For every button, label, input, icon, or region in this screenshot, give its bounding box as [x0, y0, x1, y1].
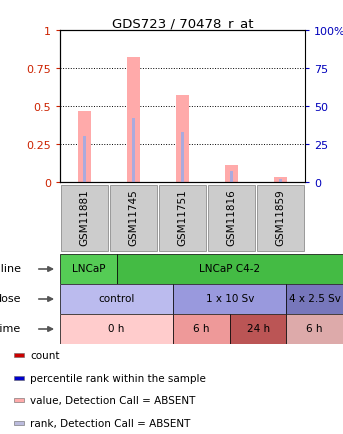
Text: GSM11859: GSM11859 — [275, 189, 285, 245]
Bar — [173, 314, 230, 344]
Title: GDS723 / 70478_r_at: GDS723 / 70478_r_at — [112, 17, 253, 30]
Text: rank, Detection Call = ABSENT: rank, Detection Call = ABSENT — [31, 418, 191, 428]
Bar — [279, 180, 282, 183]
Bar — [159, 185, 205, 252]
Text: GSM11745: GSM11745 — [129, 189, 139, 245]
Bar — [229, 172, 234, 183]
Bar — [209, 185, 255, 252]
Bar — [176, 96, 189, 183]
Text: dose: dose — [0, 293, 21, 303]
Bar — [286, 314, 343, 344]
Bar — [78, 111, 91, 183]
Text: LNCaP: LNCaP — [72, 264, 105, 274]
Bar — [117, 254, 343, 284]
Bar — [110, 185, 156, 252]
Bar — [131, 119, 135, 183]
Text: 6 h: 6 h — [193, 324, 210, 334]
Bar — [258, 185, 304, 252]
Text: 0 h: 0 h — [108, 324, 125, 334]
Bar — [180, 132, 185, 183]
Text: count: count — [31, 350, 60, 360]
Bar — [14, 421, 24, 425]
Bar — [14, 376, 24, 380]
Text: 24 h: 24 h — [247, 324, 270, 334]
Text: percentile rank within the sample: percentile rank within the sample — [31, 373, 206, 383]
Text: 1 x 10 Sv: 1 x 10 Sv — [205, 294, 254, 304]
Bar — [286, 284, 343, 314]
Text: GSM11881: GSM11881 — [80, 189, 90, 245]
Text: time: time — [0, 323, 21, 333]
Bar — [225, 166, 238, 183]
Text: GSM11751: GSM11751 — [177, 189, 188, 245]
Text: LNCaP C4-2: LNCaP C4-2 — [199, 264, 260, 274]
Text: cell line: cell line — [0, 263, 21, 273]
Bar — [60, 254, 117, 284]
Text: control: control — [98, 294, 135, 304]
Bar — [274, 178, 287, 183]
Bar — [61, 185, 107, 252]
Bar — [230, 314, 286, 344]
Text: 6 h: 6 h — [306, 324, 323, 334]
Bar — [14, 353, 24, 358]
Text: GSM11816: GSM11816 — [226, 189, 237, 245]
Bar — [14, 398, 24, 402]
Bar — [60, 314, 173, 344]
Text: 4 x 2.5 Sv: 4 x 2.5 Sv — [289, 294, 341, 304]
Text: value, Detection Call = ABSENT: value, Detection Call = ABSENT — [31, 395, 196, 405]
Bar — [173, 284, 286, 314]
Bar — [127, 58, 140, 183]
Bar — [60, 284, 173, 314]
Bar — [83, 137, 86, 183]
